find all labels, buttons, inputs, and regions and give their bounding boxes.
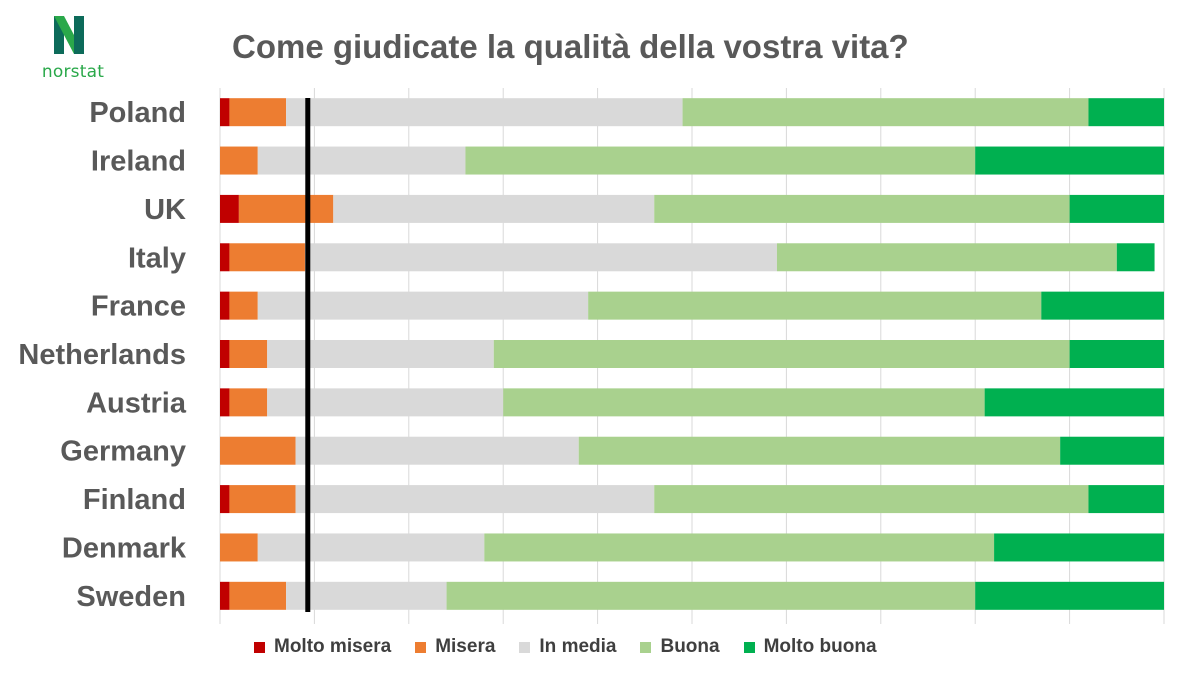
chart-title: Come giudicate la qualità della vostra v… (232, 28, 909, 65)
bar-segment (446, 581, 976, 610)
bar-segment (220, 291, 230, 320)
bar-segment (220, 194, 239, 223)
norstat-logo: norstat (30, 14, 120, 84)
category-label: Netherlands (18, 339, 186, 371)
bar-segment (984, 388, 1164, 417)
bar-segment (578, 436, 1061, 465)
bar-segment (229, 388, 268, 417)
bar-segment (220, 243, 230, 272)
bar-segment (654, 485, 1089, 514)
bar-segment (220, 146, 258, 175)
legend-item: Misera (415, 636, 495, 658)
category-label: Sweden (76, 581, 186, 613)
bar-segment (588, 291, 1042, 320)
category-label: Poland (89, 97, 186, 129)
bar-segment (1116, 243, 1155, 272)
category-label: Denmark (62, 532, 187, 564)
bar-segment (229, 243, 305, 272)
bar-segment (267, 388, 504, 417)
bar-segment (220, 436, 296, 465)
legend-swatch (519, 641, 531, 653)
bar-segment (229, 98, 287, 127)
bar-segment (257, 533, 485, 562)
chart-legend: Molto misera Misera In media Buona Molto buo… (254, 636, 901, 658)
category-label: Italy (128, 242, 186, 274)
bar-segment (229, 581, 287, 610)
category-label: UK (144, 194, 186, 226)
legend-item: Buona (640, 636, 720, 658)
bar-segment (1069, 194, 1164, 223)
bar-segment (220, 98, 230, 127)
bar-segment (975, 581, 1164, 610)
bar-segment (286, 581, 447, 610)
logo-wordmark: norstat (41, 62, 105, 82)
legend-item: Molto buona (743, 636, 877, 658)
legend-swatch (640, 641, 652, 653)
legend-label: Misera (435, 636, 496, 657)
legend-label: Buona (660, 636, 720, 657)
bar-segment (220, 533, 258, 562)
category-label: Germany (60, 436, 186, 468)
bar-segment (1088, 485, 1164, 514)
bar-segment (333, 194, 655, 223)
bar-segment (465, 146, 976, 175)
bar-segment (295, 485, 655, 514)
bar-segment (220, 388, 230, 417)
legend-label: In media (539, 636, 617, 657)
bar-segment (484, 533, 995, 562)
legend-label: Molto misera (274, 636, 392, 657)
legend-swatch (254, 641, 265, 653)
bar-segment (1088, 98, 1164, 127)
category-label: France (91, 291, 186, 323)
bar-segment (975, 146, 1164, 175)
category-label: Ireland (91, 146, 186, 178)
legend-item: In media (519, 636, 616, 658)
bar-segment (238, 194, 334, 223)
bar-segment (503, 388, 985, 417)
bar-segment (267, 340, 494, 368)
bar-segment (682, 98, 1089, 127)
bar-segment (295, 436, 579, 465)
bar-segment (1041, 291, 1164, 320)
bar-segment (220, 485, 230, 514)
bar-segment (229, 485, 296, 514)
bar-segment (1060, 436, 1164, 465)
bar-segment (220, 340, 230, 368)
category-label: Austria (86, 387, 187, 419)
bar-segment (286, 98, 683, 127)
legend-swatch (743, 641, 755, 653)
legend-label: Molto buona (763, 636, 877, 657)
bar-segment (776, 243, 1117, 272)
norstat-logo-mark (54, 16, 84, 54)
bar-segment (220, 581, 230, 610)
bar-segment (1069, 340, 1164, 368)
bar-segment (257, 291, 589, 320)
legend-item: Molto misera (254, 636, 391, 658)
bar-segment (257, 146, 466, 175)
bar-segment (654, 194, 1070, 223)
bar-segment (994, 533, 1164, 562)
legend-swatch (415, 641, 427, 653)
bar-segment (304, 243, 777, 272)
category-label: Finland (83, 484, 186, 516)
bar-segment (493, 340, 1070, 368)
bar-segment (229, 340, 268, 368)
bar-segment (229, 291, 258, 320)
